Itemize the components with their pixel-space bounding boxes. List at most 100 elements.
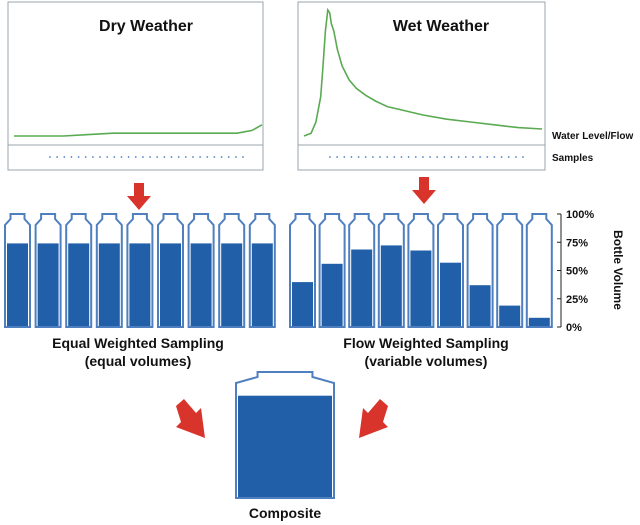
dry-weather-panel: Dry Weather [7, 1, 264, 171]
bottle-fill [499, 305, 521, 326]
sample-marker [343, 156, 346, 158]
bottle-volume-axis: 100% 75% 50% 25% 0% Bottle Volume [557, 209, 625, 334]
equal-bottle [4, 213, 31, 328]
bottle-fill [440, 262, 461, 326]
sample-marker [49, 156, 51, 158]
sample-marker [106, 156, 109, 158]
sample-marker [63, 156, 66, 158]
bottle-fill [469, 285, 491, 326]
down-arrow-dry-icon [127, 183, 151, 210]
equal-volume-bottles [4, 213, 276, 328]
sample-marker [443, 156, 446, 158]
diagonal-arrow-right-icon [359, 399, 388, 438]
sample-marker [99, 156, 101, 158]
bottle-fill [321, 263, 343, 326]
flow-bottle [377, 213, 405, 328]
sample-marker [429, 156, 431, 158]
flow-volume-bottles [289, 213, 553, 328]
dry-weather-flow-trace [14, 124, 263, 137]
sample-marker [142, 156, 144, 158]
sample-marker [507, 156, 510, 158]
sample-marker [400, 156, 403, 158]
sample-marker [77, 156, 80, 158]
bottle-fill [98, 243, 120, 326]
equal-weighted-label: Equal Weighted Sampling [52, 335, 224, 351]
sample-marker [386, 156, 389, 158]
sample-marker [472, 156, 474, 158]
sample-marker [235, 156, 237, 158]
sample-marker [450, 156, 453, 158]
sample-marker [213, 156, 216, 158]
sample-marker [414, 156, 417, 158]
equal-bottle [95, 213, 123, 328]
diagonal-arrow-left-icon [176, 399, 205, 438]
sample-marker [364, 156, 367, 158]
sample-marker [464, 156, 467, 158]
sample-marker [393, 156, 396, 158]
volume-tick-label: 25% [566, 294, 588, 306]
sample-marker [84, 156, 87, 158]
sample-marker [372, 156, 374, 158]
sample-marker [127, 156, 130, 158]
bottle-fill [190, 243, 212, 326]
sample-marker [486, 156, 489, 158]
flow-bottle [437, 213, 464, 328]
volume-axis-ticks: 100% 75% 50% 25% 0% [557, 209, 594, 334]
composite-label: Composite [249, 505, 322, 521]
sample-marker [329, 156, 331, 158]
composite-bottle [235, 371, 335, 499]
equal-bottle [34, 213, 62, 328]
flow-bottle [289, 213, 316, 328]
bottle-fill [221, 243, 243, 326]
sample-marker [500, 156, 503, 158]
sample-marker [163, 156, 166, 158]
sample-marker [177, 156, 180, 158]
sample-marker [92, 156, 94, 158]
dry-sample-markers [49, 156, 244, 158]
bottle-volume-axis-title: Bottle Volume [611, 230, 625, 310]
sample-marker [379, 156, 381, 158]
sample-marker [522, 156, 524, 158]
volume-tick-label: 75% [566, 237, 588, 249]
sample-marker [220, 156, 223, 158]
flow-bottle [348, 213, 376, 328]
bottle-fill [251, 243, 273, 326]
equal-bottle [248, 213, 276, 328]
bottle-fill [380, 245, 402, 326]
volume-tick-label: 100% [566, 209, 594, 221]
equal-bottle [126, 213, 154, 328]
flow-bottle [407, 213, 435, 328]
bottle-outline [525, 213, 553, 328]
sample-marker [149, 156, 152, 158]
wet-weather-flow-trace [303, 7, 543, 137]
bottle-fill [7, 243, 28, 326]
equal-bottle [187, 213, 215, 328]
down-arrow-wet-icon [412, 177, 436, 204]
sample-marker [227, 156, 230, 158]
sample-marker [493, 156, 496, 158]
flow-bottle [496, 213, 524, 328]
sample-marker [457, 156, 460, 158]
sample-marker [134, 156, 137, 158]
volume-tick-label: 0% [566, 322, 582, 334]
sample-marker [479, 156, 481, 158]
bottle-fill [410, 250, 432, 326]
bottle-fill [351, 249, 373, 326]
sample-marker [70, 156, 73, 158]
bottle-fill [37, 243, 59, 326]
sample-marker [515, 156, 517, 158]
sample-marker [199, 156, 202, 158]
wet-weather-title: Wet Weather [393, 18, 489, 35]
wet-panel-frame [297, 1, 546, 171]
bottle-fill [129, 243, 151, 326]
composite-bottle-body [235, 371, 335, 499]
equal-volumes-label: (equal volumes) [85, 353, 192, 369]
sample-marker [422, 156, 424, 158]
sample-marker [184, 156, 187, 158]
flow-bottle [318, 213, 346, 328]
sample-marker [156, 156, 159, 158]
sample-marker [242, 156, 244, 158]
sample-marker [120, 156, 123, 158]
sample-marker [170, 156, 173, 158]
